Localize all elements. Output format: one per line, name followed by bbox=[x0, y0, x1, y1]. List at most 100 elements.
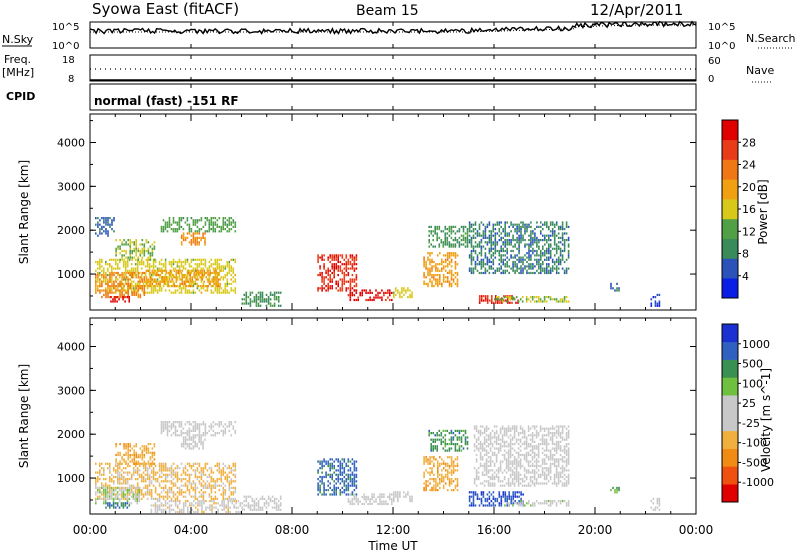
y-tick-label: 1000 bbox=[57, 268, 85, 281]
n-sky-label: N.Sky bbox=[2, 33, 34, 46]
scatter-region bbox=[393, 491, 413, 503]
scatter-region bbox=[423, 456, 459, 492]
nave-tick-top: 60 bbox=[708, 56, 721, 67]
freq-label: Freq. bbox=[4, 53, 31, 66]
scatter-region bbox=[160, 421, 237, 437]
freq-unit-label: [MHz] bbox=[2, 66, 34, 79]
colorbar-swatch bbox=[722, 395, 738, 414]
colorbar-swatch bbox=[722, 430, 738, 449]
scatter-region bbox=[650, 497, 661, 511]
time-axis: 00:00 04:00 08:00 12:00 16:00 20:00 00:00 bbox=[73, 22, 714, 537]
frequency-nave-panel: Freq. [MHz] 18 8 60 0 Nave bbox=[2, 53, 774, 85]
colorbar-tick-label: 4 bbox=[742, 270, 749, 283]
scatter-region bbox=[347, 493, 393, 506]
scatter-region bbox=[494, 296, 570, 303]
y-tick-label: 2000 bbox=[57, 224, 85, 237]
scatter-region bbox=[160, 217, 237, 233]
velocity-colorbar: -1000 -500 -100 -25 25 100 500 1000 bbox=[721, 323, 774, 503]
nave-label: Nave bbox=[746, 64, 774, 77]
time-tick-label: 00:00 bbox=[679, 523, 714, 537]
colorbar-tick-label: 25 bbox=[742, 397, 756, 410]
scatter-region bbox=[115, 239, 156, 261]
scatter-region bbox=[95, 271, 146, 299]
n-search-label: N.Search bbox=[746, 32, 796, 45]
power-heatmap bbox=[95, 217, 661, 307]
station-title: Syowa East (fitACF) bbox=[92, 0, 239, 18]
scatter-region bbox=[610, 486, 620, 494]
colorbar-tick-label: -1000 bbox=[742, 476, 774, 489]
colorbar-tick-label: 28 bbox=[742, 136, 756, 149]
time-tick-label: 16:00 bbox=[477, 523, 512, 537]
freq-tick-bottom: 8 bbox=[68, 74, 74, 85]
colorbar-swatch bbox=[722, 238, 738, 259]
scatter-region bbox=[428, 225, 469, 248]
sky-search-panel: N.Sky 10^5 10^0 10^5 10^0 N.Search bbox=[2, 20, 796, 52]
time-tick-label: 08:00 bbox=[275, 523, 310, 537]
colorbar-swatch bbox=[722, 120, 738, 141]
scatter-region bbox=[110, 296, 130, 303]
scatter-region bbox=[95, 217, 115, 237]
colorbar-swatch bbox=[722, 179, 738, 200]
scatter-region bbox=[473, 425, 570, 487]
n-search-tick-top: 10^5 bbox=[708, 22, 735, 33]
scatter-region bbox=[504, 500, 570, 507]
colorbar-swatch bbox=[722, 199, 738, 220]
colorbar-swatch bbox=[722, 139, 738, 160]
freq-tick-top: 18 bbox=[62, 55, 75, 66]
scatter-region bbox=[317, 254, 358, 292]
time-tick-label: 20:00 bbox=[578, 523, 613, 537]
colorbar-swatch bbox=[722, 341, 738, 360]
colorbar-tick-label: 12 bbox=[742, 225, 756, 238]
power-y-axis-label: Slant Range [km] bbox=[17, 160, 31, 264]
cpid-panel: CPID normal (fast) -151 RF bbox=[6, 83, 697, 111]
colorbar-swatch bbox=[722, 466, 738, 485]
time-axis-label: Time UT bbox=[367, 539, 418, 553]
colorbar-swatch bbox=[722, 377, 738, 396]
y-tick-label: 1000 bbox=[57, 472, 85, 485]
velocity-heatmap bbox=[95, 421, 661, 514]
scatter-region bbox=[610, 282, 620, 292]
date-title: 12/Apr/2011 bbox=[590, 1, 683, 19]
time-tick-label: 00:00 bbox=[73, 523, 108, 537]
scatter-region bbox=[180, 232, 206, 246]
colorbar-tick-label: 24 bbox=[742, 159, 756, 172]
y-tick-label: 3000 bbox=[57, 384, 85, 397]
nave-tick-bottom: 0 bbox=[708, 74, 714, 85]
colorbar-tick-label: -25 bbox=[742, 417, 760, 430]
colorbar-tick-label: -500 bbox=[742, 456, 767, 469]
time-tick-label: 12:00 bbox=[376, 523, 411, 537]
scatter-region bbox=[347, 289, 393, 302]
colorbar-tick-label: 20 bbox=[742, 181, 756, 194]
scatter-region bbox=[145, 269, 221, 288]
scatter-region bbox=[95, 462, 237, 500]
y-tick-label: 3000 bbox=[57, 180, 85, 193]
colorbar-tick-label: 16 bbox=[742, 203, 756, 216]
scatter-region bbox=[241, 291, 282, 307]
n-search-tick-bottom: 10^0 bbox=[708, 41, 735, 52]
scatter-region bbox=[150, 500, 242, 514]
scatter-region bbox=[317, 458, 358, 496]
scatter-region bbox=[393, 287, 413, 299]
colorbar-tick-label: -100 bbox=[742, 437, 767, 450]
colorbar-swatch bbox=[722, 484, 738, 503]
n-sky-tick-bottom: 10^0 bbox=[52, 41, 79, 52]
colorbar-swatch bbox=[722, 218, 738, 239]
time-tick-label: 04:00 bbox=[174, 523, 209, 537]
scatter-region bbox=[428, 429, 469, 452]
velocity-y-axis-label: Slant Range [km] bbox=[17, 364, 31, 468]
y-tick-label: 4000 bbox=[57, 341, 85, 354]
n-sky-tick-top: 10^5 bbox=[52, 22, 79, 33]
beam-title: Beam 15 bbox=[356, 3, 419, 19]
y-tick-label: 4000 bbox=[57, 137, 85, 150]
scatter-region bbox=[115, 443, 156, 465]
colorbar-tick-label: 8 bbox=[742, 248, 749, 261]
n-search-trace bbox=[90, 24, 696, 33]
colorbar-tick-label: 1000 bbox=[742, 338, 770, 351]
scatter-region bbox=[468, 491, 524, 507]
colorbar-swatch bbox=[722, 278, 738, 299]
power-colorbar-label: Power [dB] bbox=[756, 179, 770, 244]
colorbar-swatch bbox=[722, 413, 738, 432]
colorbar-swatch bbox=[722, 159, 738, 180]
